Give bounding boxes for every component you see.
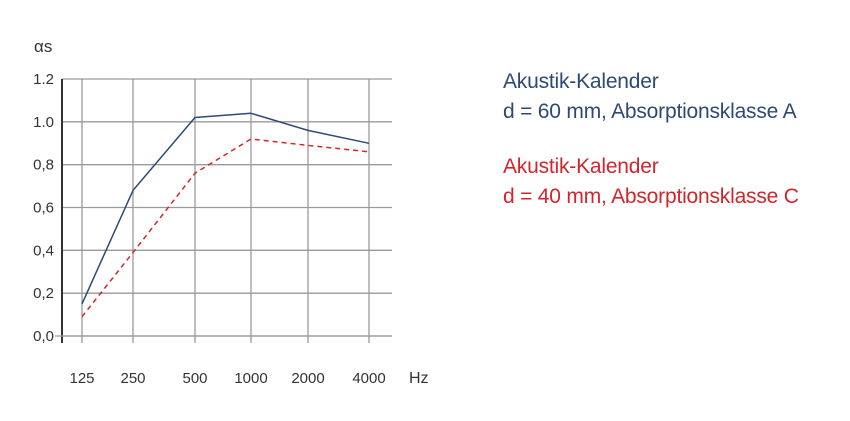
legend-entry-series-2: Akustik-Kalender d = 40 mm, Absorptionsk… bbox=[503, 152, 799, 212]
x-tick-label: 2000 bbox=[291, 370, 324, 387]
y-tick-label: 0,8 bbox=[33, 157, 54, 174]
y-tick-label: 0,2 bbox=[33, 285, 54, 302]
legend-series-1-line2: d = 60 mm, Absorptionsklasse A bbox=[503, 100, 797, 123]
series-line-1 bbox=[81, 112, 370, 305]
legend-series-1-line1: Akustik-Kalender bbox=[503, 70, 659, 93]
x-axis-unit-label: Hz bbox=[409, 370, 429, 387]
x-tick-label: 125 bbox=[69, 370, 94, 387]
y-axis-label: αs bbox=[34, 37, 52, 56]
y-tick-label: 0,6 bbox=[33, 200, 54, 217]
y-tick-label: 1.2 bbox=[33, 71, 54, 88]
x-tick-label: 4000 bbox=[352, 370, 385, 387]
x-tick-label: 500 bbox=[182, 370, 207, 387]
y-tick-label: 1.0 bbox=[33, 114, 54, 131]
legend-series-2-line1: Akustik-Kalender bbox=[503, 155, 659, 178]
tick-labels: 0,0 0,2 0,4 0,6 0,8 1.0 1.2 125 250 500 1000 2000 40… bbox=[33, 71, 386, 387]
y-tick-label: 0,0 bbox=[33, 328, 54, 345]
series bbox=[81, 112, 370, 318]
axes bbox=[55, 79, 392, 343]
legend-series-2-line2: d = 40 mm, Absorptionsklasse C bbox=[503, 185, 799, 208]
grid bbox=[62, 78, 392, 343]
x-tick-label: 250 bbox=[120, 370, 145, 387]
x-tick-label: 1000 bbox=[234, 370, 267, 387]
legend-entry-series-1: Akustik-Kalender d = 60 mm, Absorptionsk… bbox=[503, 67, 797, 127]
y-tick-label: 0,4 bbox=[33, 242, 54, 259]
series-line-2 bbox=[81, 138, 370, 318]
